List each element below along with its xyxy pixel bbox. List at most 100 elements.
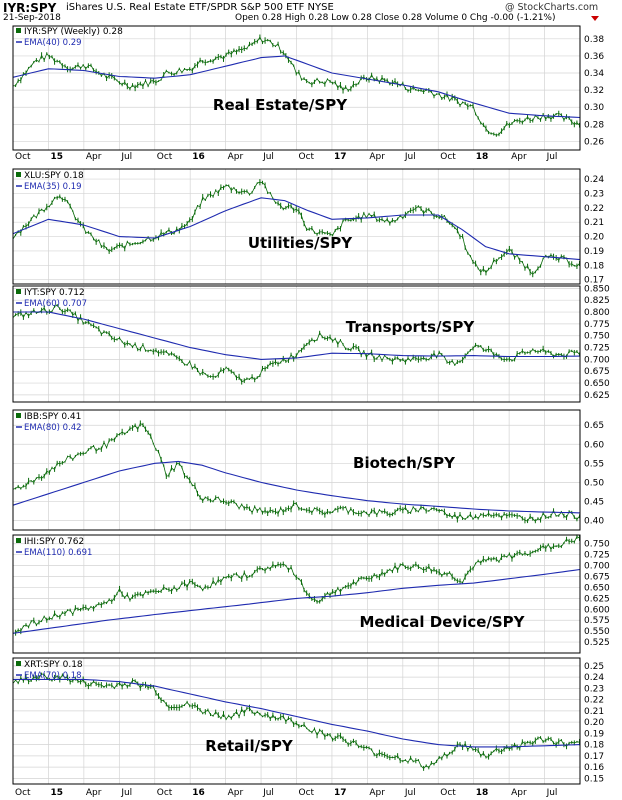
y-tick-label: 0.800 — [584, 308, 610, 318]
y-tick-label: 0.25 — [584, 662, 604, 672]
panel-annotation: Real Estate/SPY — [213, 96, 348, 114]
y-tick-label: 0.65 — [584, 421, 604, 431]
x-tick-label: Oct — [299, 788, 315, 798]
x-tick-label: Jul — [404, 788, 416, 798]
price-line — [12, 304, 580, 383]
x-tick-label: Oct — [157, 788, 173, 798]
ema-line — [12, 197, 581, 261]
panel-2: 0.24 0.23 0.22 0.21 0.20 0.19 0.18 0.17 XLU:SPY … — [12, 168, 604, 286]
y-tick-label: 0.725 — [584, 344, 610, 354]
x-tick-label: 17 — [334, 788, 347, 798]
x-tick-label: Apr — [511, 788, 527, 798]
x-tick-label: 18 — [476, 788, 489, 798]
price-line — [12, 181, 580, 275]
price-line — [12, 36, 580, 136]
chart-header: IYR:SPY iShares U.S. Real Estate ETF/SPD… — [0, 0, 622, 24]
y-tick-label: 0.24 — [584, 175, 604, 185]
x-tick-label: 15 — [50, 152, 63, 162]
y-tick-label: 0.19 — [584, 729, 604, 739]
y-tick-label: 0.24 — [584, 673, 604, 683]
y-tick-label: 0.16 — [584, 763, 604, 773]
legend-swatch-price — [16, 538, 21, 543]
down-arrow-icon — [591, 16, 599, 21]
y-tick-label: 0.17 — [584, 752, 604, 762]
y-tick-label: 0.550 — [584, 627, 610, 637]
y-tick-label: 0.700 — [584, 355, 610, 365]
y-tick-label: 0.600 — [584, 605, 610, 615]
x-tick-label: Jul — [404, 152, 416, 162]
y-tick-label: 0.21 — [584, 707, 604, 717]
y-tick-label: 0.20 — [584, 233, 604, 243]
legend-price: IYR:SPY (Weekly) 0.28 — [24, 27, 123, 37]
y-tick-label: 0.650 — [584, 379, 610, 389]
y-tick-label: 0.28 — [584, 120, 604, 130]
panel-6: 0.250.240.23 0.220.210.200.19 0.180.170.16… — [12, 657, 604, 798]
panel-frame — [12, 285, 581, 403]
x-tick-label: 17 — [334, 152, 347, 162]
legend-swatch-price — [16, 661, 21, 666]
y-tick-label: 0.700 — [584, 562, 610, 572]
x-tick-label: Oct — [299, 152, 315, 162]
y-tick-label: 0.22 — [584, 204, 604, 214]
panel-frame — [12, 25, 581, 151]
y-tick-label: 0.15 — [584, 774, 604, 784]
y-tick-label: 0.750 — [584, 332, 610, 342]
y-tick-label: 0.38 — [584, 35, 604, 45]
y-tick-label: 0.22 — [584, 696, 604, 706]
legend-swatch-price — [16, 28, 21, 33]
legend-ema: EMA(60) 0.707 — [24, 299, 87, 309]
y-tick-label: 0.625 — [584, 391, 610, 401]
x-tick-label: Oct — [440, 788, 456, 798]
y-tick-label: 0.23 — [584, 189, 604, 199]
panel-5: 0.7500.7250.7000.6750.6500.6250.6000.575… — [12, 534, 610, 654]
price-line — [12, 673, 580, 769]
y-tick-label: 0.23 — [584, 684, 604, 694]
price-line — [12, 422, 580, 522]
y-tick-label: 0.850 — [584, 284, 610, 294]
x-tick-label: Jul — [120, 152, 132, 162]
y-tick-label: 0.825 — [584, 296, 610, 306]
legend-swatch-price — [16, 172, 21, 177]
legend-price: IBB:SPY 0.41 — [24, 412, 81, 422]
x-tick-label: 16 — [192, 788, 205, 798]
y-tick-label: 0.36 — [584, 52, 604, 62]
x-tick-label: Apr — [86, 788, 102, 798]
y-tick-label: 0.55 — [584, 459, 604, 469]
panel-annotation: Transports/SPY — [346, 318, 476, 336]
y-tick-label: 0.32 — [584, 86, 604, 96]
y-tick-label: 0.725 — [584, 551, 610, 561]
legend-price: XRT:SPY 0.18 — [24, 660, 83, 670]
x-tick-label: Oct — [440, 152, 456, 162]
legend-ema: EMA(110) 0.691 — [24, 548, 92, 558]
panel-4: 0.65 0.60 0.55 0.50 0.45 0.40 IBB:SPY 0.41EMA(… — [12, 409, 604, 531]
x-tick-label: 18 — [476, 152, 489, 162]
legend-ema: EMA(35) 0.19 — [24, 182, 82, 192]
panel-frame — [12, 409, 581, 531]
legend-ema: EMA(40) 0.29 — [24, 38, 82, 48]
x-tick-label: Jul — [262, 152, 274, 162]
legend-ema: EMA(80) 0.42 — [24, 423, 82, 433]
y-tick-label: 0.26 — [584, 137, 604, 147]
y-tick-label: 0.775 — [584, 320, 610, 330]
panel-frame — [12, 534, 581, 654]
x-tick-label: Jul — [120, 788, 132, 798]
legend-swatch-price — [16, 289, 21, 294]
x-tick-label: Oct — [15, 152, 31, 162]
ema-line — [12, 460, 581, 514]
x-tick-label: Apr — [511, 152, 527, 162]
x-tick-label: Jul — [546, 152, 558, 162]
panel-frame — [12, 657, 581, 785]
x-tick-label: Oct — [15, 788, 31, 798]
symbol-description: iShares U.S. Real Estate ETF/SPDR S&P 50… — [66, 2, 334, 13]
y-tick-label: 0.45 — [584, 497, 604, 507]
legend-price: IHI:SPY 0.762 — [24, 537, 84, 547]
ema-line — [12, 55, 581, 119]
y-tick-label: 0.675 — [584, 573, 610, 583]
y-tick-label: 0.19 — [584, 247, 604, 257]
panel-1: 0.38 0.36 0.34 0.32 0.30 0.28 0.26 IYR:SPY (Wee… — [12, 25, 604, 162]
y-tick-label: 0.575 — [584, 616, 610, 626]
panel-annotation: Retail/SPY — [205, 737, 294, 755]
x-tick-label: Apr — [369, 788, 385, 798]
panel-annotation: Biotech/SPY — [353, 454, 456, 472]
